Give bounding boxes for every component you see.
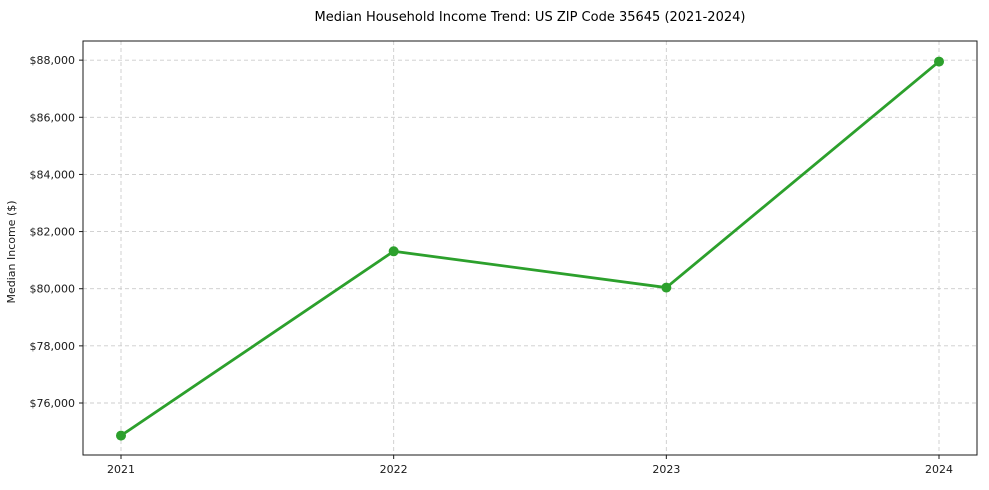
data-point-2023 (661, 282, 672, 293)
x-tick-label: 2021 (107, 463, 135, 476)
x-tick-label: 2022 (380, 463, 408, 476)
series-layer (116, 56, 944, 441)
data-point-2024 (934, 56, 944, 67)
axes-layer: $76,000 $78,000 $80,000 $82,000 $84,000 $86,0… (30, 40, 978, 476)
grid-layer (83, 41, 977, 455)
y-tick-label: $88,000 (30, 54, 76, 67)
y-tick-label: $86,000 (30, 111, 76, 124)
y-tick-label: $78,000 (30, 340, 76, 353)
plot-border (82, 40, 978, 456)
data-point-2021 (116, 430, 126, 441)
trend-line (119, 60, 941, 437)
data-point-2022 (388, 246, 399, 257)
y-axis-label: Median Income ($) (5, 200, 18, 303)
chart-title: Median Household Income Trend: US ZIP Co… (315, 10, 746, 25)
y-tick-label: $82,000 (30, 226, 76, 239)
y-tick-label: $76,000 (30, 397, 76, 410)
y-tick-label: $84,000 (30, 168, 76, 181)
x-tick-label: 2024 (925, 463, 953, 476)
x-tick-label: 2023 (652, 463, 680, 476)
y-tick-label: $80,000 (30, 283, 76, 296)
